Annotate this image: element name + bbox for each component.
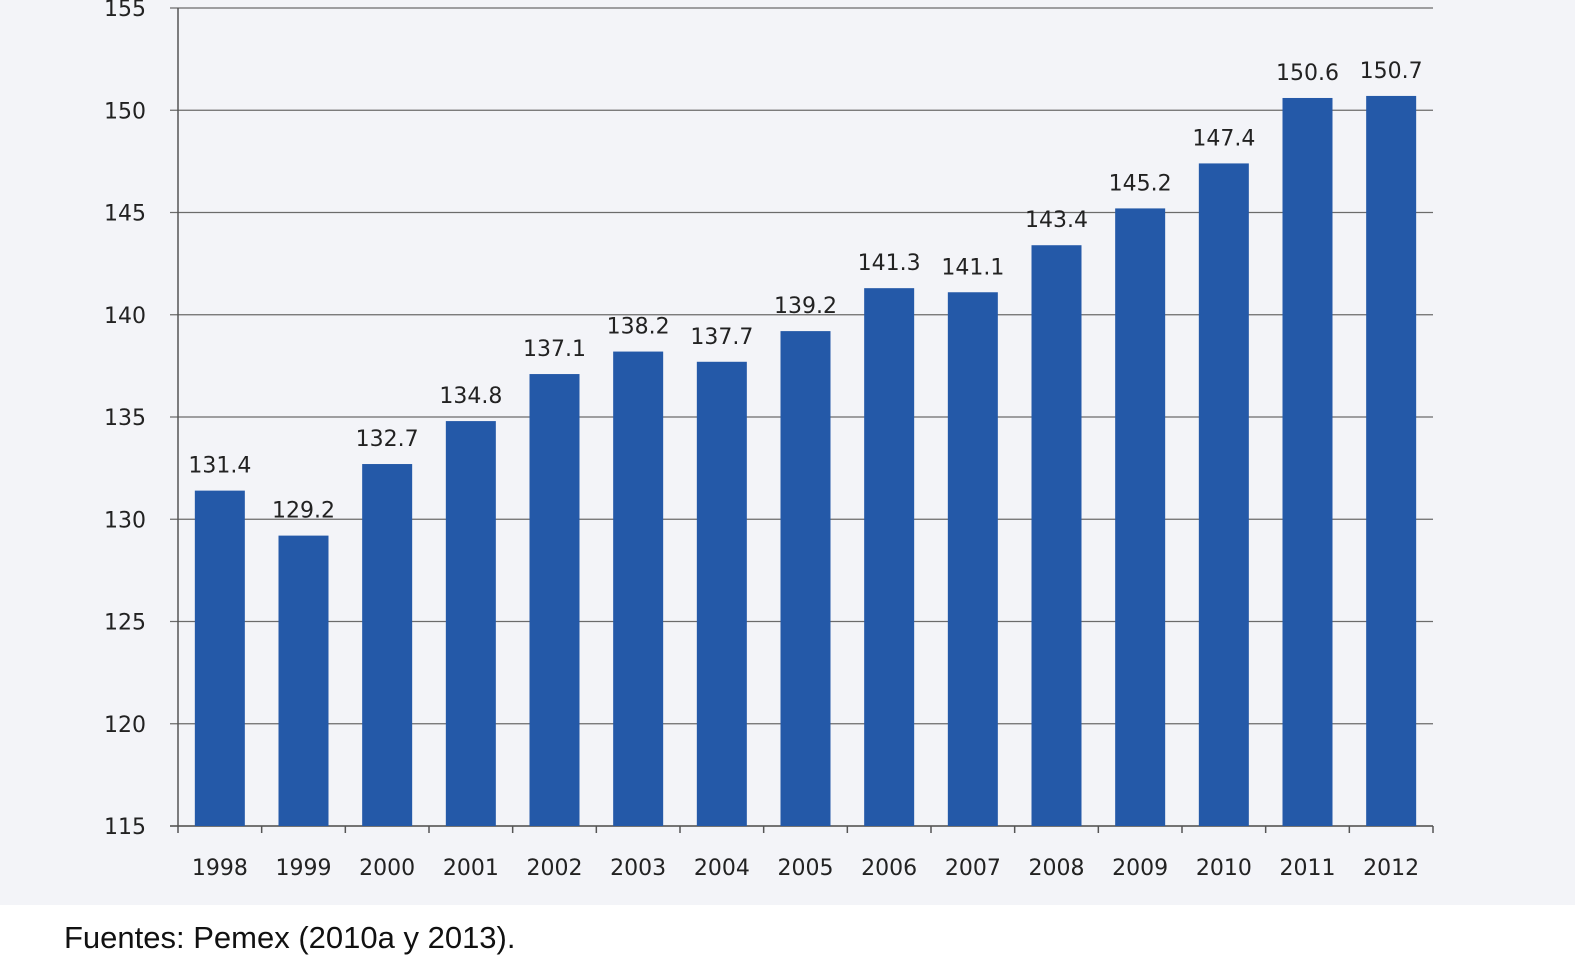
- data-label-2000: 132.7: [356, 427, 419, 452]
- x-tick-label-2012: 2012: [1363, 856, 1419, 881]
- y-tick-label: 140: [104, 304, 146, 329]
- bar-2001: [445, 421, 496, 826]
- y-tick-label: 150: [104, 99, 146, 124]
- bar-2002: [529, 374, 580, 826]
- y-tick-label: 135: [104, 406, 146, 431]
- bar-2011: [1282, 97, 1333, 827]
- data-label-2004: 137.7: [690, 325, 753, 350]
- bar-2008: [1031, 245, 1082, 827]
- bar-1999: [278, 535, 329, 826]
- x-tick-label-2008: 2008: [1029, 856, 1085, 881]
- bar-2010: [1198, 163, 1249, 827]
- data-label-1998: 131.4: [188, 454, 251, 479]
- data-label-2010: 147.4: [1192, 126, 1255, 151]
- x-tick-label-2001: 2001: [443, 856, 499, 881]
- y-tick-label: 120: [104, 713, 146, 738]
- x-tick-label-2007: 2007: [945, 856, 1001, 881]
- source-note: Fuentes: Pemex (2010a y 2013).: [64, 920, 516, 955]
- x-tick-label-2006: 2006: [861, 856, 917, 881]
- data-label-2005: 139.2: [774, 294, 837, 319]
- data-label-2006: 141.3: [858, 251, 921, 276]
- x-tick-label-2011: 2011: [1280, 856, 1336, 881]
- bar-2004: [696, 361, 747, 826]
- data-label-2007: 141.1: [941, 255, 1004, 280]
- y-tick-label: 130: [104, 508, 146, 533]
- y-tick-label: 125: [104, 611, 146, 636]
- bar-2012: [1366, 95, 1417, 826]
- x-tick-label-2000: 2000: [359, 856, 415, 881]
- x-tick-label-1998: 1998: [192, 856, 248, 881]
- data-label-2011: 150.6: [1276, 61, 1339, 86]
- x-tick-label-2003: 2003: [610, 856, 666, 881]
- data-labels: 131.4 129.2 132.7 134.8 137.1 138.2 137.7 139.2…: [188, 59, 1422, 524]
- bar-2000: [362, 464, 413, 826]
- bar-2005: [780, 331, 831, 826]
- bar-2007: [947, 292, 998, 826]
- data-label-1999: 129.2: [272, 499, 335, 524]
- data-label-2008: 143.4: [1025, 208, 1088, 233]
- bar-chart: 115 120 125 130 135 140 145 150 155 1998 1999 2000 2…: [104, 0, 1434, 881]
- data-label-2012: 150.7: [1360, 59, 1423, 84]
- x-tick-label-2005: 2005: [778, 856, 834, 881]
- y-tick-label: 145: [104, 202, 146, 227]
- axes: 115 120 125 130 135 140 145 150 155 1998 1999 2000 2…: [104, 0, 1434, 881]
- bars: [194, 95, 1417, 827]
- data-label-2003: 138.2: [607, 315, 670, 340]
- x-tick-label-2009: 2009: [1112, 856, 1168, 881]
- x-tick-label-2002: 2002: [527, 856, 583, 881]
- y-tick-label: 115: [104, 815, 146, 840]
- bar-2003: [613, 351, 664, 826]
- x-tick-label-1999: 1999: [276, 856, 332, 881]
- bar-2009: [1115, 208, 1166, 826]
- x-tick-label-2004: 2004: [694, 856, 750, 881]
- chart-panel: 115 120 125 130 135 140 145 150 155 1998 1999 2000 2…: [0, 0, 1575, 905]
- bar-2006: [864, 288, 915, 826]
- data-label-2001: 134.8: [439, 384, 502, 409]
- data-label-2009: 145.2: [1109, 171, 1172, 196]
- y-tick-label: 155: [104, 0, 146, 22]
- bar-1998: [194, 490, 245, 826]
- data-label-2002: 137.1: [523, 337, 586, 362]
- x-tick-label-2010: 2010: [1196, 856, 1252, 881]
